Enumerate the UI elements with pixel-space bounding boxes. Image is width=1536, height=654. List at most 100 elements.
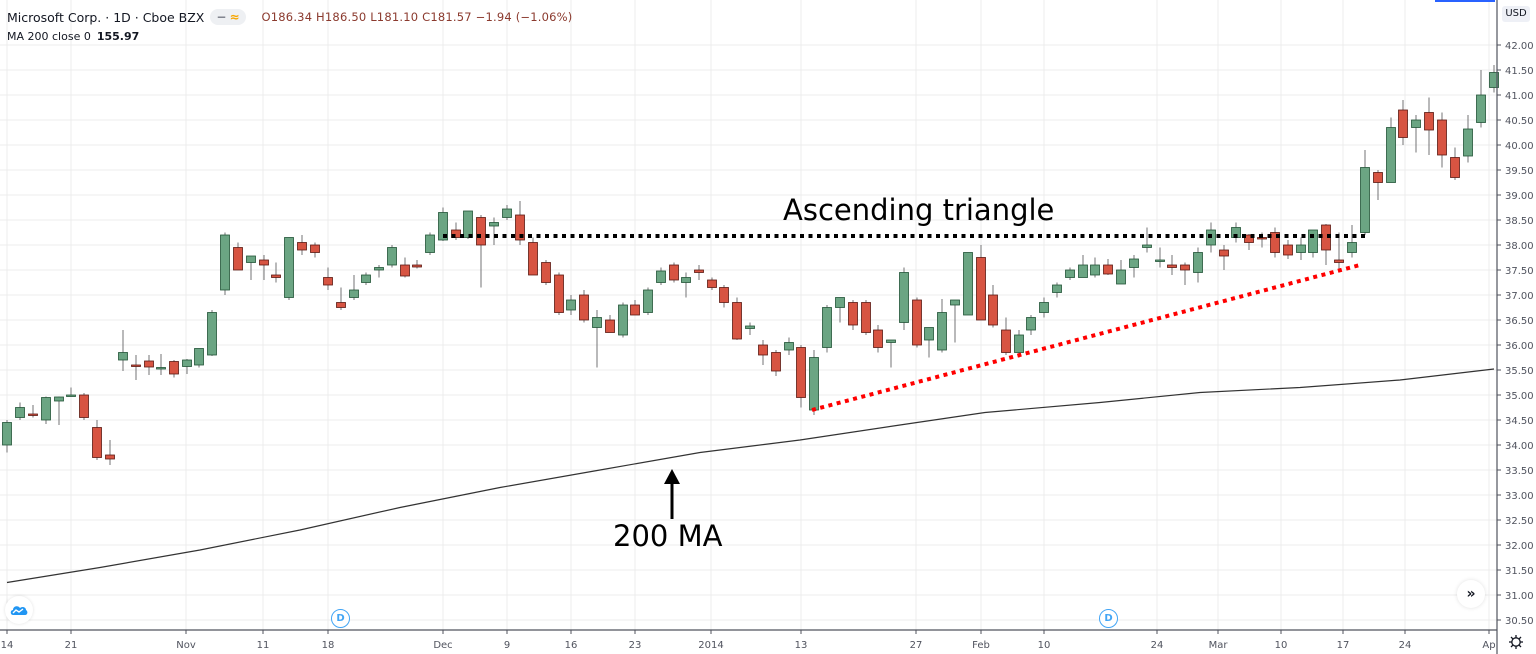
- chart-grid: [0, 0, 1497, 630]
- candle: [809, 350, 819, 415]
- trendline-overlays[interactable]: [443, 234, 1366, 412]
- x-axis-label: 17: [1337, 640, 1350, 651]
- x-axis-label: 24: [1151, 640, 1164, 651]
- candle: [1001, 317, 1011, 355]
- x-axis-label: 14: [1, 640, 14, 651]
- tradingview-logo-button[interactable]: [5, 596, 33, 624]
- y-axis-label: 40.50: [1505, 116, 1534, 127]
- scroll-to-realtime-button[interactable]: »: [1457, 580, 1485, 608]
- ohlc-values: O186.34 H186.50 L181.10 C181.57 −1.94 (−…: [261, 10, 573, 24]
- y-axis-label: 38.00: [1505, 241, 1534, 252]
- indicator-label: MA 200 close 0: [7, 30, 91, 43]
- candle: [1347, 225, 1357, 258]
- candle: [1244, 234, 1254, 250]
- y-axis-label: 35.50: [1505, 366, 1534, 377]
- candle: [271, 262, 281, 283]
- candle: [784, 337, 794, 355]
- y-axis-label: 35.00: [1505, 391, 1534, 402]
- candle: [425, 232, 435, 255]
- candle: [284, 237, 294, 300]
- y-axis-label: 32.00: [1505, 541, 1534, 552]
- y-axis-label: 41.00: [1505, 91, 1534, 102]
- candle: [1155, 247, 1165, 268]
- x-axis-label: 18: [322, 640, 335, 651]
- symbol-title[interactable]: Microsoft Corp. · 1D · Cboe BZX: [7, 9, 205, 25]
- y-axis-label: 31.50: [1505, 566, 1534, 577]
- x-axis-label: Dec: [433, 640, 452, 651]
- candle: [976, 245, 986, 321]
- candle: [1334, 232, 1344, 270]
- candle: [105, 440, 115, 465]
- y-axis-label: 34.00: [1505, 441, 1534, 452]
- candle: [566, 295, 576, 315]
- candle: [1411, 115, 1421, 153]
- candle: [1321, 224, 1331, 265]
- cloud-chart-icon: [10, 606, 28, 615]
- x-axis-label: 23: [629, 640, 642, 651]
- candle: [220, 232, 230, 295]
- indicator-legend[interactable]: MA 200 close 0 155.97: [7, 30, 139, 43]
- candle: [336, 287, 346, 310]
- candle: [1360, 150, 1370, 235]
- candle: [1450, 147, 1460, 180]
- candle: [194, 348, 204, 368]
- candle: [618, 302, 628, 338]
- candle: [118, 330, 128, 371]
- x-axis-label: 27: [910, 640, 923, 651]
- candle: [323, 267, 333, 290]
- candle: [66, 387, 76, 397]
- candle: [924, 327, 934, 358]
- candle: [899, 267, 909, 330]
- candlestick-series: [2, 65, 1499, 465]
- currency-badge[interactable]: USD: [1502, 6, 1530, 22]
- candle: [15, 402, 25, 420]
- candle: [169, 360, 179, 378]
- x-axis-label: Ap: [1482, 640, 1495, 651]
- candle: [1424, 97, 1434, 155]
- candle: [630, 300, 640, 316]
- settings-gear-icon[interactable]: [1508, 634, 1524, 650]
- candle: [1052, 282, 1062, 298]
- candle: [2, 420, 12, 453]
- candle: [502, 205, 512, 220]
- y-axis-label: 33.50: [1505, 466, 1534, 477]
- candle: [719, 285, 729, 308]
- y-axis-label: 30.50: [1505, 616, 1534, 627]
- candle: [732, 297, 742, 340]
- candle: [1219, 245, 1229, 270]
- candle: [361, 272, 371, 285]
- candle: [554, 272, 564, 315]
- candle: [541, 260, 551, 285]
- candle: [79, 393, 89, 420]
- candle: [1296, 237, 1306, 260]
- candle: [745, 322, 755, 335]
- dividend-marker[interactable]: D: [331, 609, 350, 628]
- candle: [656, 267, 666, 285]
- candle: [1039, 297, 1049, 318]
- candle: [822, 305, 832, 353]
- candle: [669, 262, 679, 283]
- candle: [848, 300, 858, 330]
- x-axis-label: Nov: [176, 640, 196, 651]
- candle: [1103, 259, 1113, 275]
- legend-toggle[interactable]: − ≈: [210, 9, 246, 25]
- candle: [771, 350, 781, 376]
- candle: [1180, 262, 1190, 285]
- candle: [681, 272, 691, 298]
- candle: [451, 222, 461, 240]
- candle: [400, 257, 410, 278]
- candle: [758, 340, 768, 365]
- candle: [1463, 115, 1473, 163]
- support-trendline[interactable]: [811, 263, 1361, 412]
- candle: [1193, 247, 1203, 283]
- candle: [886, 339, 896, 368]
- dividend-marker[interactable]: D: [1099, 609, 1118, 628]
- candle: [144, 355, 154, 375]
- candle: [207, 310, 217, 356]
- candle: [259, 255, 269, 280]
- candle: [1373, 170, 1383, 200]
- candle: [912, 297, 922, 348]
- candle: [1270, 227, 1280, 258]
